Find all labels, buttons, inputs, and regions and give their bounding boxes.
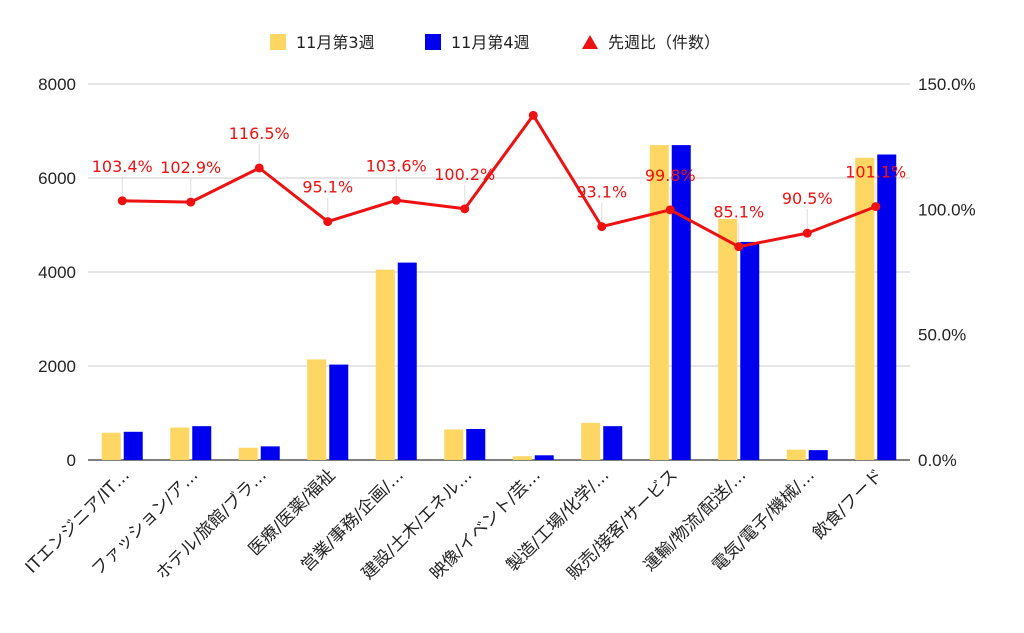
bar-week3 <box>581 422 601 460</box>
ratio-point <box>254 163 264 173</box>
y-left-tick-label: 0 <box>67 451 76 470</box>
ratio-data-label: 116.5% <box>229 124 290 143</box>
ratio-point <box>665 205 675 215</box>
bar-week3 <box>444 429 464 460</box>
bar-week4 <box>877 154 897 460</box>
bar-week4 <box>123 431 143 460</box>
bar-week3 <box>786 449 806 460</box>
ratio-data-label: 90.5% <box>782 189 833 208</box>
y-right-tick-label: 0.0% <box>918 451 957 470</box>
bar-week3 <box>101 432 121 460</box>
ratio-data-label: 103.4% <box>92 157 153 176</box>
y-right-tick-label: 50.0% <box>918 326 966 345</box>
ratio-data-label: 85.1% <box>713 203 764 222</box>
gridlines <box>88 83 910 461</box>
ratio-data-label: 103.6% <box>366 156 427 175</box>
ratio-point <box>802 228 812 238</box>
ratio-point <box>323 217 333 227</box>
bar-week3 <box>307 359 327 460</box>
ratio-point <box>734 242 744 252</box>
ratio-point <box>186 197 196 207</box>
bar-week4 <box>192 426 212 460</box>
bar-week3 <box>170 427 190 460</box>
ratio-line <box>122 113 877 249</box>
ratio-point <box>871 202 881 212</box>
ratio-data-label: 95.1% <box>302 178 353 197</box>
y-left-tick-label: 6000 <box>38 169 76 188</box>
category-label: ホテル/旅館/ブラ… <box>152 465 271 584</box>
bar-week3 <box>375 269 395 460</box>
legend-triangle-icon <box>582 35 598 49</box>
bar-week3 <box>855 157 875 461</box>
legend-label: 11月第3週 <box>296 33 375 52</box>
bar-week4 <box>329 364 349 460</box>
bar-week4 <box>397 262 417 460</box>
ratio-point <box>460 204 470 214</box>
bar-week4 <box>808 450 828 460</box>
y-left-tick-label: 2000 <box>38 357 76 376</box>
bar-week4 <box>671 145 691 460</box>
y-left-tick-label: 4000 <box>38 263 76 282</box>
bar-week3 <box>649 145 669 460</box>
ratio-point <box>117 196 127 206</box>
ratio-point <box>597 222 607 232</box>
ratio-data-label: 99.8% <box>645 166 696 185</box>
category-label: 飲食/フード <box>809 465 887 543</box>
legend-swatch <box>270 34 286 50</box>
legend-label: 先週比（件数） <box>608 33 720 52</box>
bar-week4 <box>466 428 486 460</box>
legend-label: 11月第4週 <box>451 33 530 52</box>
ratio-data-label: 93.1% <box>576 183 627 202</box>
ratio-point <box>528 110 538 120</box>
bar-week4 <box>534 455 554 460</box>
bar-week4 <box>260 446 280 460</box>
y-right-tick-label: 150.0% <box>918 75 976 94</box>
bar-week3 <box>718 218 738 460</box>
ratio-point <box>391 195 401 205</box>
ratio-line-layer: 103.4% 102.9% 116.5% 95.1% 103.6% 100.2% 93.1%… <box>92 110 906 252</box>
ratio-data-label: 100.2% <box>434 165 495 184</box>
bar-week3 <box>512 456 532 460</box>
y-left-tick-label: 8000 <box>38 75 76 94</box>
legend-swatch <box>425 34 441 50</box>
y-right-tick-label: 100.0% <box>918 200 976 219</box>
bar-week3 <box>238 447 258 460</box>
axes: 020004000600080000.0%50.0%100.0%150.0%IT… <box>22 75 976 584</box>
legend: 11月第3週 11月第4週 先週比（件数） <box>270 33 720 52</box>
bar-week4 <box>740 241 760 460</box>
ratio-data-label: 102.9% <box>160 158 221 177</box>
bars <box>101 145 897 461</box>
ratio-data-label: 101.1% <box>845 163 906 182</box>
bar-week4 <box>603 426 623 460</box>
